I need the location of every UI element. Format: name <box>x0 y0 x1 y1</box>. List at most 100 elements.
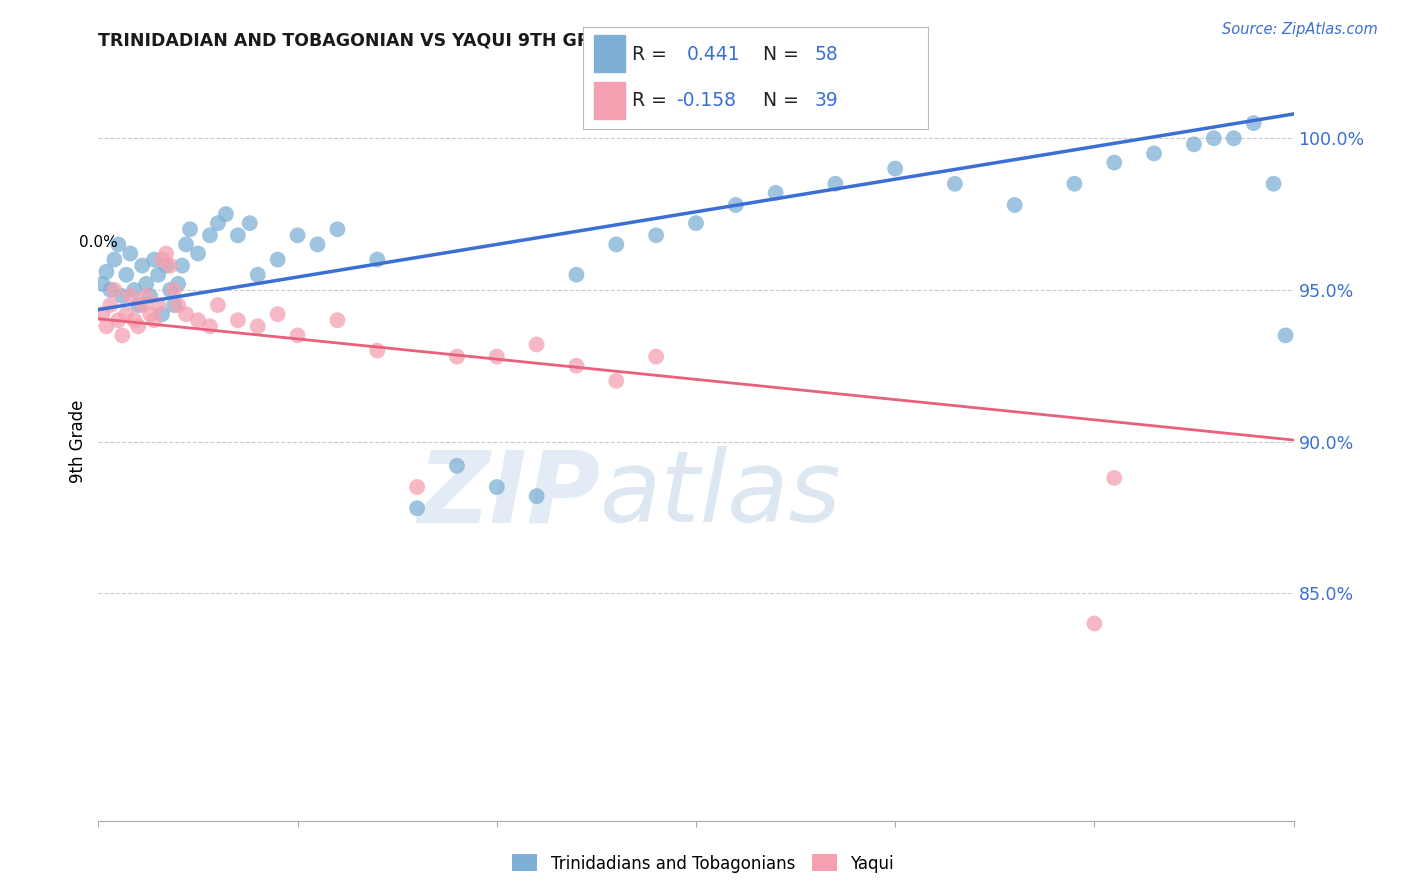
Y-axis label: 9th Grade: 9th Grade <box>69 400 87 483</box>
Point <box>1274 328 1296 343</box>
Point <box>155 259 177 273</box>
Point <box>120 246 142 260</box>
Point <box>239 216 262 230</box>
Point <box>127 298 149 312</box>
Text: 39: 39 <box>814 91 838 110</box>
Text: atlas: atlas <box>600 446 842 543</box>
Text: 0.441: 0.441 <box>688 45 741 64</box>
Point <box>1182 137 1205 152</box>
Point <box>645 350 668 364</box>
Point <box>485 350 508 364</box>
Point <box>155 246 177 260</box>
Point <box>605 237 627 252</box>
Text: N =: N = <box>762 91 799 110</box>
Point <box>143 313 166 327</box>
Point <box>115 307 138 321</box>
Point <box>287 228 309 243</box>
Point <box>174 237 197 252</box>
Point <box>150 307 173 321</box>
Point <box>163 283 186 297</box>
Point <box>163 298 186 312</box>
Point <box>124 313 146 327</box>
Point <box>111 328 134 343</box>
Point <box>226 313 249 327</box>
Legend: Trinidadians and Tobagonians, Yaqui: Trinidadians and Tobagonians, Yaqui <box>506 847 900 880</box>
Text: TRINIDADIAN AND TOBAGONIAN VS YAQUI 9TH GRADE CORRELATION CHART: TRINIDADIAN AND TOBAGONIAN VS YAQUI 9TH … <box>98 32 845 50</box>
Point <box>103 252 125 267</box>
Point <box>565 359 588 373</box>
Point <box>215 207 238 221</box>
Point <box>179 222 201 236</box>
Point <box>159 283 181 297</box>
Text: N =: N = <box>762 45 799 64</box>
Point <box>127 319 149 334</box>
Text: 0.0%: 0.0% <box>79 235 118 251</box>
Point <box>135 289 157 303</box>
Point <box>943 177 966 191</box>
Point <box>366 343 388 358</box>
Point <box>1104 155 1126 169</box>
Point <box>1063 177 1085 191</box>
Point <box>124 283 146 297</box>
Point <box>150 252 173 267</box>
Point <box>1104 471 1126 485</box>
Point <box>526 489 548 503</box>
Point <box>143 252 166 267</box>
Point <box>1143 146 1166 161</box>
Point <box>148 268 170 282</box>
Point <box>120 289 142 303</box>
Text: Source: ZipAtlas.com: Source: ZipAtlas.com <box>1222 22 1378 37</box>
Point <box>246 319 269 334</box>
Point <box>485 480 508 494</box>
Point <box>198 319 221 334</box>
Point <box>139 289 162 303</box>
Point <box>1263 177 1285 191</box>
Point <box>724 198 747 212</box>
Point <box>1083 616 1105 631</box>
Text: ZIP: ZIP <box>418 446 600 543</box>
Bar <box>593 82 624 119</box>
Point <box>115 268 138 282</box>
Point <box>267 252 290 267</box>
Point <box>167 277 190 291</box>
Point <box>406 480 429 494</box>
Point <box>111 289 134 303</box>
Text: 58: 58 <box>814 45 838 64</box>
Point <box>824 177 846 191</box>
Point <box>167 298 190 312</box>
Point <box>446 458 468 473</box>
Point <box>107 313 129 327</box>
Bar <box>593 35 624 72</box>
Point <box>187 246 209 260</box>
Point <box>267 307 290 321</box>
Point <box>605 374 627 388</box>
Text: -0.158: -0.158 <box>676 91 737 110</box>
Point <box>96 319 118 334</box>
Point <box>131 298 153 312</box>
Text: R =: R = <box>631 45 666 64</box>
Point <box>1223 131 1246 145</box>
Point <box>326 222 349 236</box>
Point <box>685 216 707 230</box>
Point <box>1243 116 1265 130</box>
Point <box>172 259 194 273</box>
Point <box>91 307 114 321</box>
Point <box>406 501 429 516</box>
Point <box>765 186 787 200</box>
Point <box>107 237 129 252</box>
Text: R =: R = <box>631 91 666 110</box>
Point <box>98 283 122 297</box>
Point <box>159 259 181 273</box>
Point <box>307 237 329 252</box>
Point <box>1004 198 1026 212</box>
Point <box>187 313 209 327</box>
Point <box>366 252 388 267</box>
Point <box>103 283 125 297</box>
Point <box>135 277 157 291</box>
Point <box>287 328 309 343</box>
Point <box>884 161 907 176</box>
Point <box>148 298 170 312</box>
Point <box>565 268 588 282</box>
Point <box>98 298 122 312</box>
Point <box>96 265 118 279</box>
